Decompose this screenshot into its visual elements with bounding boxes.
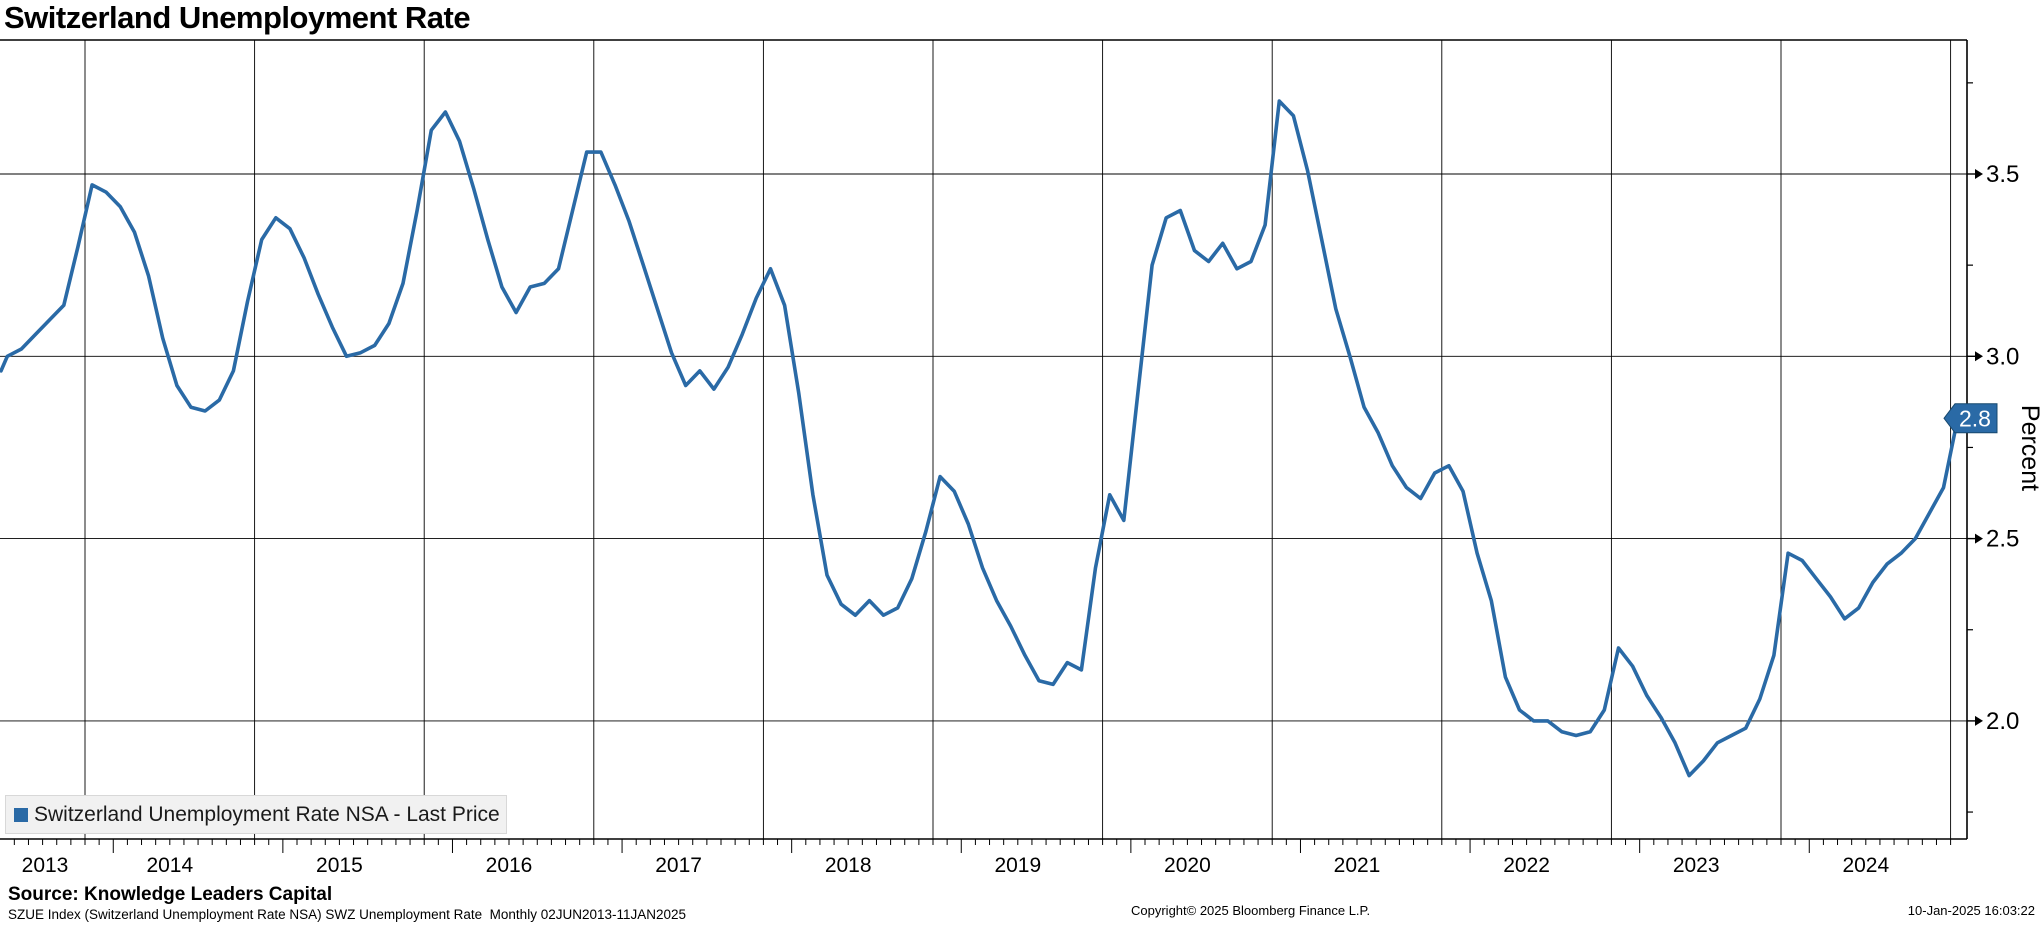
x-axis-year-label: 2016 <box>486 854 533 877</box>
legend-box: Switzerland Unemployment Rate NSA - Last… <box>5 795 507 834</box>
y-axis-tick-arrow-icon <box>1975 533 1983 544</box>
y-axis-tick-label: 3.5 <box>1986 161 2019 188</box>
legend-series-label: Switzerland Unemployment Rate NSA - Last… <box>34 802 500 826</box>
last-price-value: 2.8 <box>1959 405 1991 431</box>
y-axis-tick-arrow-icon <box>1975 715 1983 726</box>
page-title: Switzerland Unemployment Rate <box>4 0 471 35</box>
y-axis-tick-label: 3.0 <box>1986 343 2019 370</box>
unemployment-line-series <box>0 99 1960 778</box>
x-axis-year-label: 2022 <box>1503 854 1550 877</box>
x-axis-year-label: 2013 <box>22 854 69 877</box>
x-axis-year-label: 2023 <box>1673 854 1720 877</box>
series-swatch-icon <box>14 807 28 822</box>
copyright-notice: Copyright© 2025 Bloomberg Finance L.P. <box>1131 903 1371 918</box>
x-axis-year-label: 2019 <box>994 854 1041 877</box>
render-timestamp: 10-Jan-2025 16:03:22 <box>1907 903 2035 918</box>
y-axis-tick-label: 2.5 <box>1986 526 2019 553</box>
x-axis-year-label: 2014 <box>146 854 193 877</box>
y-axis-title: Percent <box>2016 405 2041 491</box>
source-credit: Source: Knowledge Leaders Capital <box>8 884 333 905</box>
x-axis-year-label: 2017 <box>655 854 702 877</box>
ticker-description: SZUE Index (Switzerland Unemployment Rat… <box>8 907 687 922</box>
y-axis-tick-label: 2.0 <box>1986 708 2019 735</box>
y-axis-tick-arrow-icon <box>1975 351 1983 362</box>
x-axis-year-label: 2015 <box>316 854 363 877</box>
x-axis-year-label: 2021 <box>1334 854 1381 877</box>
x-axis-year-label: 2024 <box>1842 854 1889 877</box>
x-axis-year-label: 2020 <box>1164 854 1211 877</box>
y-axis-tick-arrow-icon <box>1975 169 1983 179</box>
last-price-badge <box>1943 403 1998 434</box>
x-axis-year-label: 2018 <box>825 854 872 877</box>
